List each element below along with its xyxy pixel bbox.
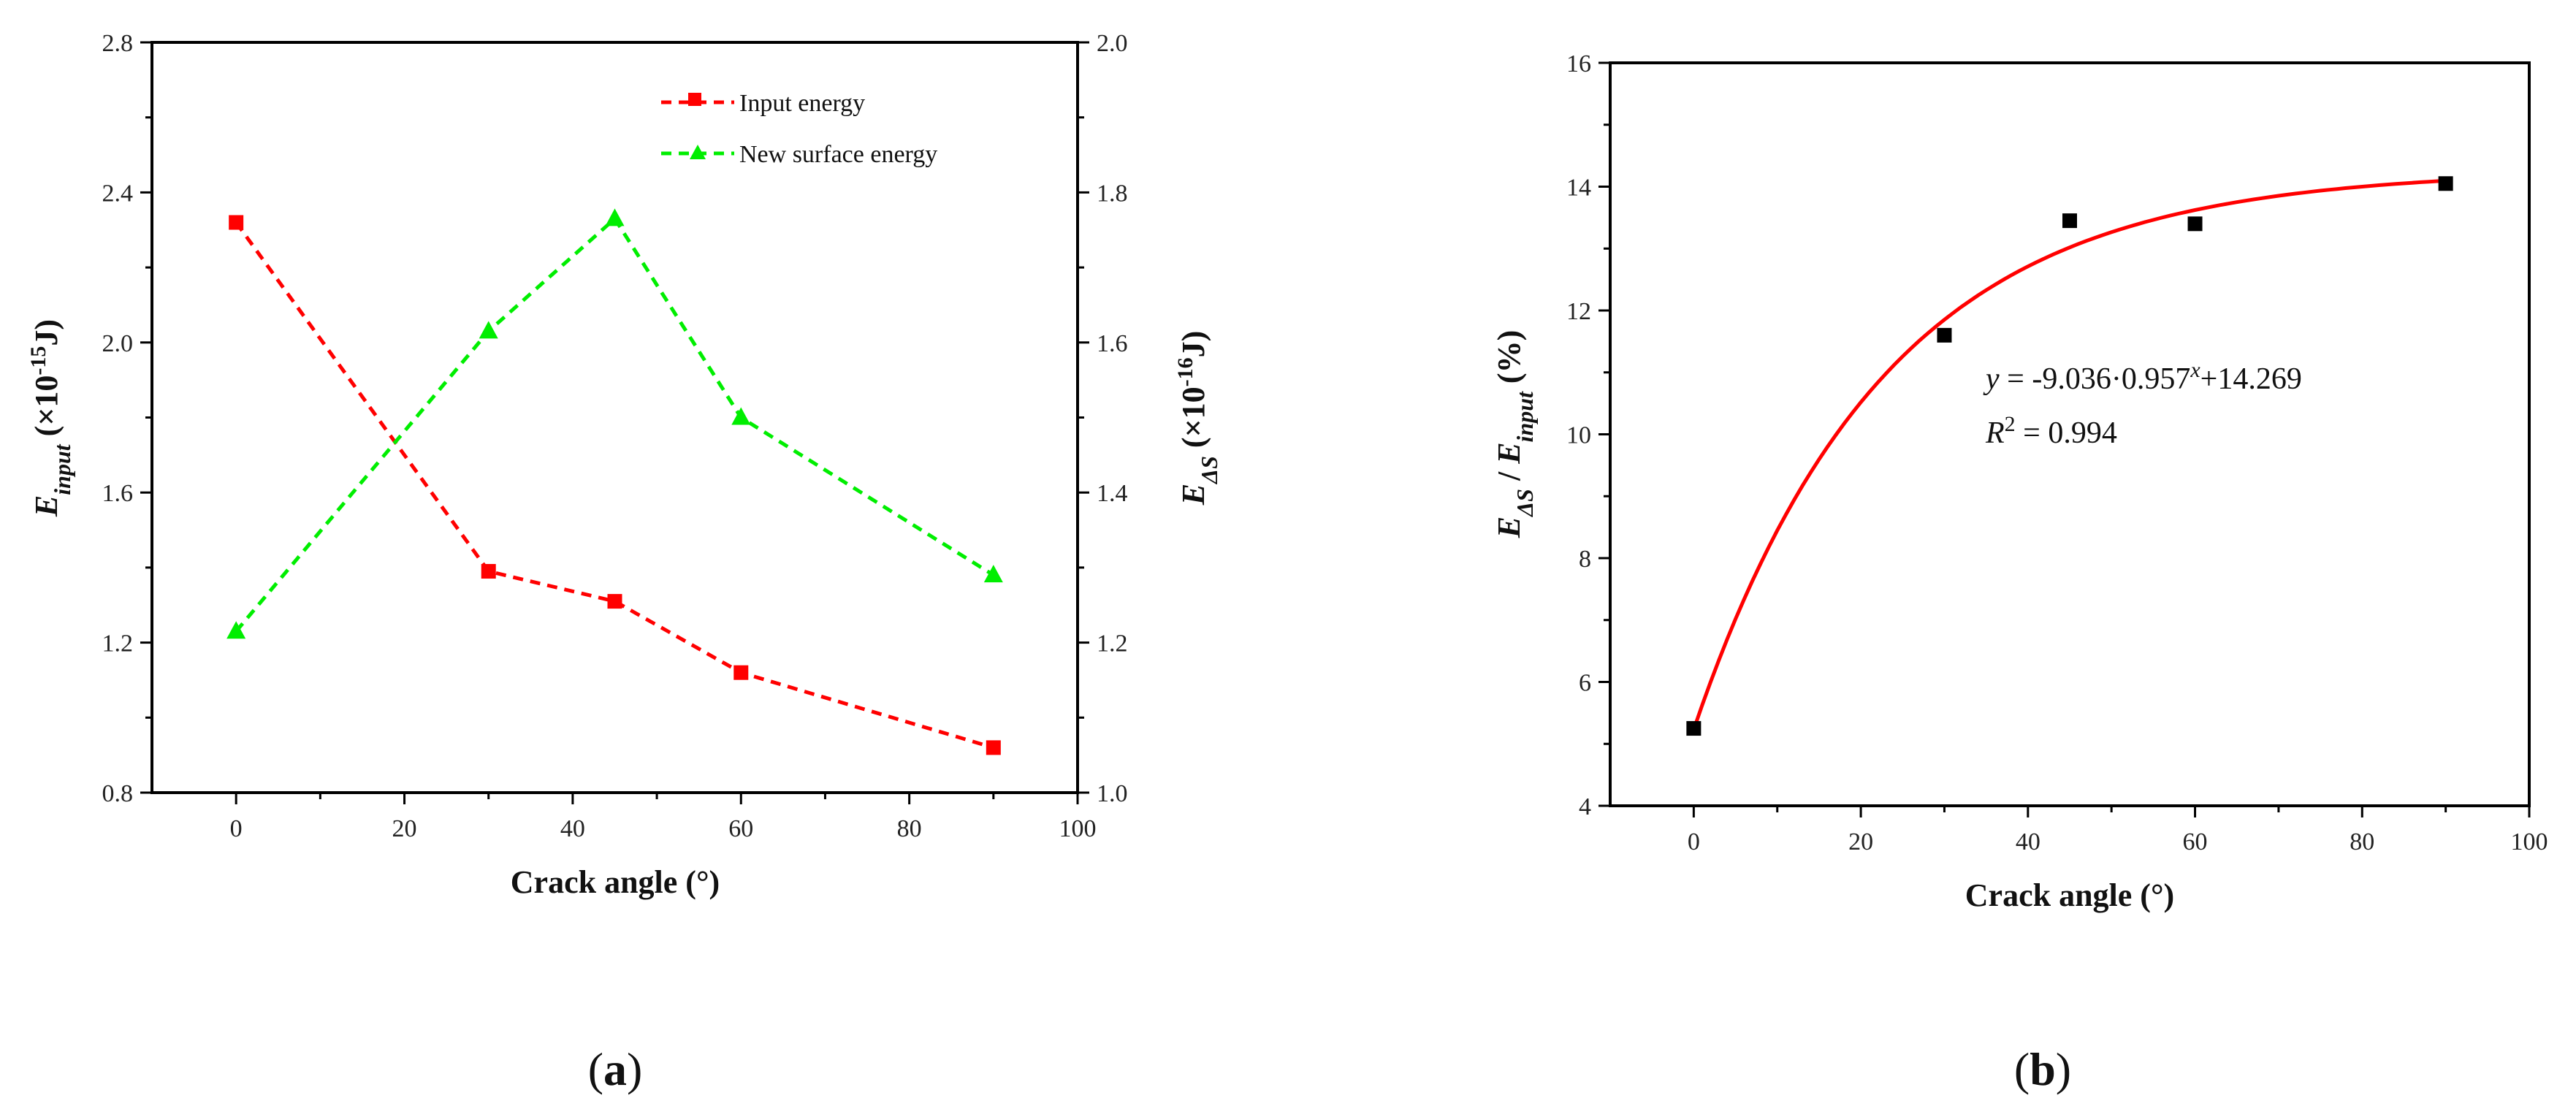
panel-b-x-tick-label-40: 40 — [2016, 828, 2040, 855]
legend-marker-new-surface-energy — [690, 145, 706, 159]
panel-a-legend: Input energy New surface energy — [661, 90, 937, 168]
panel-b-label: (b) — [2014, 1043, 2071, 1095]
panel-a-y-right-axis-title: EΔS (×10-16J) — [1173, 331, 1223, 506]
panel-a-right-y-tick-label-1.2: 1.2 — [1097, 630, 1128, 657]
panel-a-left-y-tick-label-2.8: 2.8 — [102, 30, 134, 57]
panel-a-x-tick-label-20: 20 — [392, 815, 417, 842]
panel-b-fit-curve — [1692, 178, 2446, 731]
panel-b-y-tick-label-8: 8 — [1579, 546, 1591, 573]
panel-a-y-right-ticks: 1.0 1.2 1.4 1.6 1.8 2.0 — [1078, 30, 1128, 807]
panel-b-x-axis-title: Crack angle (°) — [1965, 877, 2174, 913]
data-point-ratio-90 — [2438, 176, 2453, 191]
panel-b-y-tick-label-12: 12 — [1566, 298, 1591, 325]
panel-b-data-points — [1686, 176, 2453, 736]
panel-a-right-y-tick-label-1.4: 1.4 — [1097, 480, 1128, 507]
panel-b-y-tick-label-4: 4 — [1579, 793, 1591, 820]
data-point-ratio-60 — [2187, 216, 2203, 232]
panel-b-x-ticks: 0 20 40 60 80 100 — [1688, 806, 2548, 855]
data-point-ratio-30 — [1937, 327, 1952, 343]
panel-a-right-y-tick-label-1.6: 1.6 — [1097, 330, 1128, 357]
panel-a-left-y-tick-label-1.2: 1.2 — [102, 630, 134, 657]
panel-a-left-y-tick-label-1.6: 1.6 — [102, 480, 134, 507]
data-point-new-surface-energy-45 — [605, 208, 625, 226]
panel-b-y-tick-label-16: 16 — [1566, 50, 1591, 77]
series-line-new-surface-energy — [235, 216, 995, 633]
panel-a-right-y-tick-label-1.0: 1.0 — [1097, 780, 1128, 807]
data-point-ratio-45 — [2062, 213, 2077, 229]
panel-a-left-y-tick-label-2.0: 2.0 — [102, 330, 134, 357]
data-point-input-energy-90 — [986, 740, 1001, 755]
panel-b-y-tick-label-6: 6 — [1579, 670, 1591, 697]
panel-a-x-tick-label-60: 60 — [728, 815, 753, 842]
panel-b: 0 20 40 60 80 100 4 6 8 10 12 14 16 y = -9.036·0.95… — [1491, 50, 2548, 1095]
panel-b-y-axis-title: EΔS / Einput (%) — [1491, 330, 1538, 539]
panel-a-series-lines — [235, 216, 995, 750]
panel-a-x-ticks: 0 20 40 60 80 100 — [230, 793, 1097, 842]
panel-a: 0 20 40 60 80 100 0.81.21.62.02.42.8 1.01.21.… — [26, 30, 1223, 1095]
panel-a-x-tick-label-80: 80 — [897, 815, 922, 842]
panel-a-plot-frame — [150, 41, 1079, 794]
panel-a-label: (a) — [588, 1043, 643, 1095]
panel-b-x-tick-label-0: 0 — [1688, 828, 1700, 855]
data-point-new-surface-energy-0 — [226, 621, 246, 639]
data-point-input-energy-30 — [481, 564, 496, 579]
panel-a-x-axis-title: Crack angle (°) — [511, 864, 720, 900]
data-point-new-surface-energy-60 — [731, 407, 751, 425]
panel-a-y-left-axis-title: Einput (×10-15J) — [26, 319, 76, 517]
panel-b-x-tick-label-80: 80 — [2350, 828, 2374, 855]
panel-a-series-markers — [226, 208, 1003, 755]
panel-b-x-tick-label-100: 100 — [2511, 828, 2548, 855]
data-point-input-energy-45 — [607, 594, 622, 609]
panel-b-fit-equation: y = -9.036·0.957x+14.269 — [1983, 358, 2302, 397]
panel-a-x-tick-label-40: 40 — [560, 815, 585, 842]
legend-label-new-surface-energy: New surface energy — [739, 141, 937, 168]
panel-b-y-tick-label-10: 10 — [1566, 422, 1591, 449]
panel-a-left-y-tick-label-2.4: 2.4 — [102, 180, 134, 207]
panel-a-right-y-tick-label-2.0: 2.0 — [1097, 30, 1128, 57]
panel-a-x-tick-label-0: 0 — [230, 815, 243, 842]
panel-b-y-ticks: 4 6 8 10 12 14 16 — [1566, 50, 1610, 820]
legend-label-input-energy: Input energy — [739, 90, 865, 117]
data-point-ratio-0 — [1686, 721, 1702, 736]
data-point-new-surface-energy-30 — [479, 321, 498, 339]
panel-b-x-tick-label-60: 60 — [2183, 828, 2208, 855]
panel-a-right-y-tick-label-1.8: 1.8 — [1097, 180, 1128, 207]
panel-a-y-left-ticks: 0.8 1.2 1.6 2.0 2.4 2.8 — [102, 30, 152, 807]
panel-a-x-tick-label-100: 100 — [1059, 815, 1097, 842]
panel-b-r-squared: R2 = 0.994 — [1985, 412, 2117, 451]
panel-b-x-tick-label-20: 20 — [1848, 828, 1873, 855]
legend-marker-input-energy — [688, 93, 701, 106]
data-point-input-energy-60 — [733, 665, 749, 680]
panel-a-left-y-tick-label-0.8: 0.8 — [102, 780, 134, 807]
data-point-new-surface-energy-90 — [983, 565, 1003, 583]
panel-b-y-tick-label-14: 14 — [1566, 175, 1591, 202]
data-point-input-energy-0 — [229, 215, 244, 230]
series-line-input-energy — [235, 221, 994, 750]
